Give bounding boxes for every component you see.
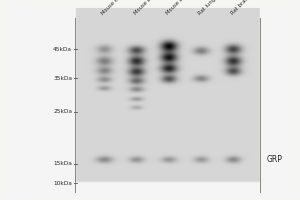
Text: 35kDa: 35kDa xyxy=(53,76,72,81)
Text: 25kDa: 25kDa xyxy=(53,109,72,114)
Text: Rat brain: Rat brain xyxy=(230,0,251,16)
Text: Mouse brain: Mouse brain xyxy=(133,0,160,16)
Text: 15kDa: 15kDa xyxy=(53,161,72,166)
Text: Mouse lung: Mouse lung xyxy=(101,0,126,16)
Text: 45kDa: 45kDa xyxy=(53,47,72,52)
Text: 10kDa: 10kDa xyxy=(53,181,72,186)
Text: GRP: GRP xyxy=(260,155,282,164)
Text: Mouse stomach: Mouse stomach xyxy=(166,0,198,16)
Text: Rat lung: Rat lung xyxy=(198,0,217,16)
